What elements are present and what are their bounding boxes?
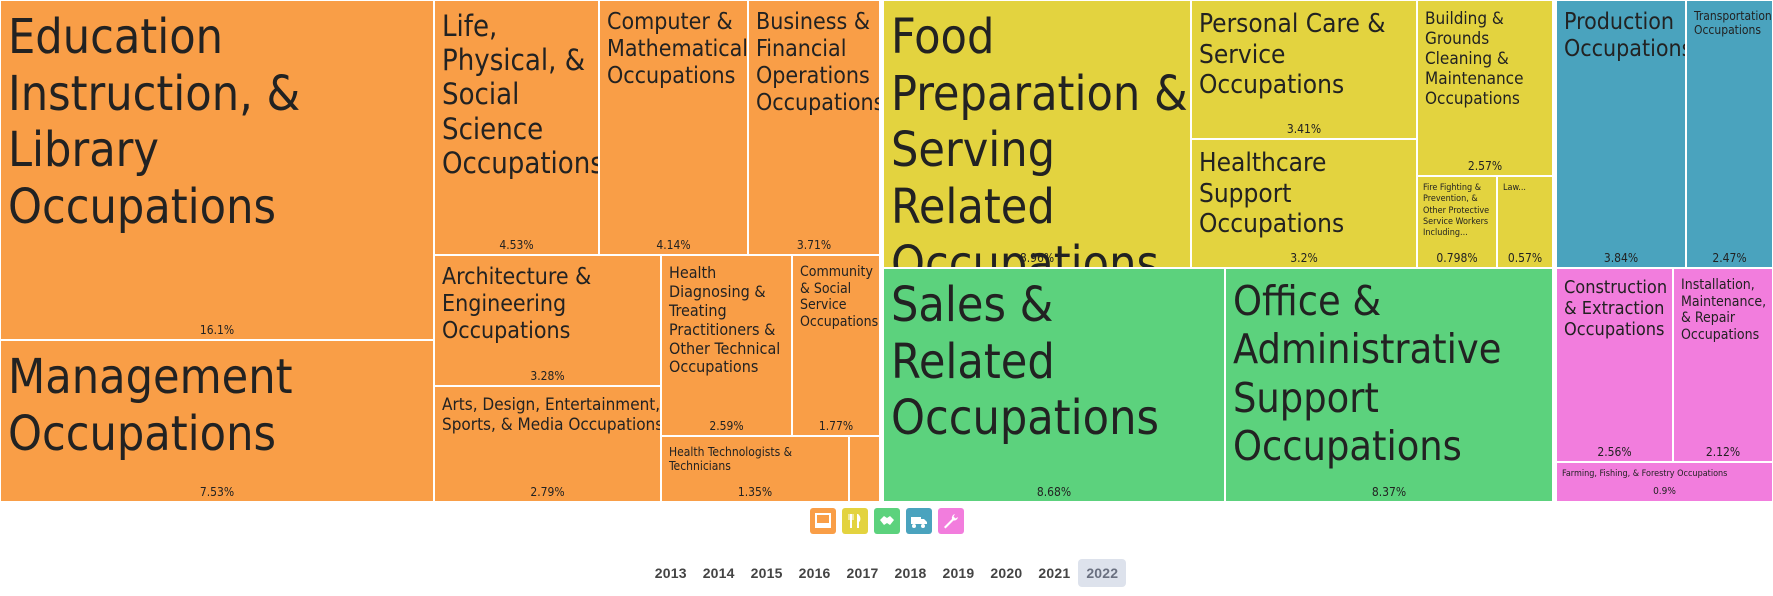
tile-label: Food Preparation & Serving Related Occup…	[891, 9, 1188, 268]
year-2018[interactable]: 2018	[894, 565, 927, 581]
year-2022[interactable]: 2022	[1078, 559, 1127, 587]
tile-value: 2.59%	[709, 419, 744, 433]
tile-label: Personal Care & Service Occupations	[1199, 9, 1386, 101]
tile-label: Life, Physical, & Social Science Occupat…	[442, 9, 599, 180]
treemap-tile-production-occupations-19[interactable]: Production Occupations 3.84%	[1556, 0, 1686, 268]
truck-icon	[910, 512, 928, 530]
treemap-tile-healthcare-support-occupations-14[interactable]: Healthcare Support Occupations 3.2%	[1191, 139, 1417, 268]
tile-label: Healthcare Support Occupations	[1199, 148, 1345, 240]
treemap-tile-construction-and-extraction-occupations-21[interactable]: Construction & Extraction Occupations 2.5…	[1556, 268, 1673, 462]
year-2021[interactable]: 2021	[1038, 565, 1071, 581]
truck-group-button[interactable]	[905, 508, 932, 534]
tile-label: Law...	[1503, 183, 1526, 193]
handshake-group-button[interactable]	[873, 508, 900, 534]
year-2015[interactable]: 2015	[750, 565, 783, 581]
year-2020[interactable]: 2020	[990, 565, 1023, 581]
tile-label: Health Technologists & Technicians	[669, 445, 793, 474]
tile-value: 0.9%	[1653, 486, 1676, 497]
tile-value: 2.79%	[530, 485, 565, 499]
tile-value: 2.12%	[1705, 445, 1741, 459]
tile-label: Fire Fighting & Prevention, & Other Prot…	[1423, 183, 1490, 238]
treemap-tile-office-and-administrative-support-occupations-18[interactable]: Office & Administrative Support Occupati…	[1225, 268, 1553, 502]
tile-label: Sales & Related Occupations	[891, 277, 1159, 447]
treemap-tile-installation-maintenance-and-repair-occupations-22[interactable]: Installation, Maintenance, & Repair Occu…	[1673, 268, 1773, 462]
year-selector: 2013 2014 2015 2016 2017 2018 2019 2020 2021 2022	[0, 559, 1773, 587]
tile-value: 2.47%	[1712, 251, 1747, 265]
treemap-tile-building-and-grounds-cleaning-and-maintenance-oc-13[interactable]: Building & Grounds Cleaning & Maintenanc…	[1417, 0, 1553, 176]
tile-label: Management Occupations	[8, 349, 293, 462]
tile-label: Construction & Extraction Occupations	[1564, 277, 1668, 341]
year-2019[interactable]: 2019	[942, 565, 975, 581]
computer-icon	[814, 512, 832, 530]
tile-label: Community & Social Service Occupations	[800, 264, 879, 330]
treemap-tile-fire-fighting-and-prevention-and-other-protectiv-15[interactable]: Fire Fighting & Prevention, & Other Prot…	[1417, 176, 1497, 268]
tile-value: 3.41%	[1286, 122, 1322, 136]
treemap-tile-computer-and-mathematical-occupations-3[interactable]: Computer & Mathematical Occupations 4.14%	[599, 0, 748, 255]
treemap-tile-health-technologists-and-technicians-9[interactable]: Health Technologists & Technicians 1.35%	[661, 436, 849, 502]
treemap-tile-architecture-and-engineering-occupations-5[interactable]: Architecture & Engineering Occupations 3.…	[434, 255, 661, 386]
treemap-tile-health-diagnosing-and-treating-practitioners-and-6[interactable]: Health Diagnosing & Treating Practitione…	[661, 255, 792, 436]
tile-value: 8.37%	[1371, 485, 1407, 499]
tile-label: Installation, Maintenance, & Repair Occu…	[1681, 277, 1767, 343]
handshake-icon	[878, 512, 896, 530]
tile-value: 1.77%	[818, 419, 854, 433]
treemap: Education Instruction, & Library Occupat…	[0, 0, 1773, 502]
treemap-tile-personal-care-and-service-occupations-12[interactable]: Personal Care & Service Occupations 3.41%	[1191, 0, 1417, 139]
tile-label: Business & Financial Operations Occupati…	[756, 9, 880, 117]
fork-knife-icon	[846, 512, 864, 530]
tile-label: Office & Administrative Support Occupati…	[1233, 277, 1502, 471]
tile-value: 8.68%	[1036, 485, 1072, 499]
year-2014[interactable]: 2014	[702, 565, 735, 581]
treemap-tile-community-and-social-service-occupations-7[interactable]: Community & Social Service Occupations 1.…	[792, 255, 880, 436]
tile-label: Computer & Mathematical Occupations	[607, 9, 748, 90]
tile-label: Transportation Occupations	[1694, 9, 1772, 38]
treemap-tile-education-instruction-and-library-occupations-0[interactable]: Education Instruction, & Library Occupat…	[0, 0, 434, 340]
tile-value: 4.14%	[656, 238, 691, 252]
tile-label: Education Instruction, & Library Occupat…	[8, 9, 301, 235]
year-2013[interactable]: 2013	[654, 565, 687, 581]
tile-label: Production Occupations	[1564, 9, 1686, 63]
tile-value: 7.53%	[199, 485, 235, 499]
tile-label: Health Diagnosing & Treating Practitione…	[669, 263, 781, 377]
tile-value: 4.53%	[499, 238, 534, 252]
year-2017[interactable]: 2017	[846, 565, 879, 581]
year-2016[interactable]: 2016	[798, 565, 831, 581]
tile-value: 3.28%	[530, 369, 565, 383]
tile-value: 0.57%	[1507, 251, 1543, 265]
treemap-tile-unlabeled-10[interactable]	[849, 436, 880, 502]
tile-value: 3.71%	[796, 238, 832, 252]
computer-group-button[interactable]	[809, 508, 836, 534]
treemap-tile-transportation-occupations-20[interactable]: Transportation Occupations 2.47%	[1686, 0, 1773, 268]
group-icon-bar	[0, 508, 1773, 534]
tile-value: 3.84%	[1603, 251, 1639, 265]
tile-value: 0.798%	[1436, 251, 1478, 265]
wrench-icon	[942, 512, 960, 530]
treemap-tile-life-physical-and-social-science-occupations-2[interactable]: Life, Physical, & Social Science Occupat…	[434, 0, 599, 255]
tile-value: 8.96%	[1019, 251, 1055, 265]
treemap-tile-arts-design-entertainment-sports-and-media-occup-8[interactable]: Arts, Design, Entertainment, Sports, & M…	[434, 386, 661, 502]
wrench-group-button[interactable]	[937, 508, 964, 534]
tile-label: Architecture & Engineering Occupations	[442, 264, 592, 345]
tile-label: Farming, Fishing, & Forestry Occupations	[1562, 469, 1728, 479]
tile-value: 2.57%	[1467, 159, 1503, 173]
treemap-tile-law-16[interactable]: Law... 0.57%	[1497, 176, 1553, 268]
treemap-tile-sales-and-related-occupations-17[interactable]: Sales & Related Occupations 8.68%	[883, 268, 1225, 502]
tile-value: 16.1%	[199, 323, 235, 337]
treemap-tile-farming-fishing-and-forestry-occupations-23[interactable]: Farming, Fishing, & Forestry Occupations…	[1556, 462, 1773, 502]
fork-knife-group-button[interactable]	[841, 508, 868, 534]
tile-label: Arts, Design, Entertainment, Sports, & M…	[442, 395, 661, 436]
treemap-tile-business-and-financial-operations-occupations-4[interactable]: Business & Financial Operations Occupati…	[748, 0, 880, 255]
tile-value: 3.2%	[1290, 251, 1318, 265]
tile-value: 1.35%	[737, 485, 773, 499]
tile-label: Building & Grounds Cleaning & Maintenanc…	[1425, 9, 1524, 110]
treemap-tile-food-preparation-and-serving-related-occupations-11[interactable]: Food Preparation & Serving Related Occup…	[883, 0, 1191, 268]
treemap-tile-management-occupations-1[interactable]: Management Occupations 7.53%	[0, 340, 434, 502]
tile-value: 2.56%	[1597, 445, 1632, 459]
